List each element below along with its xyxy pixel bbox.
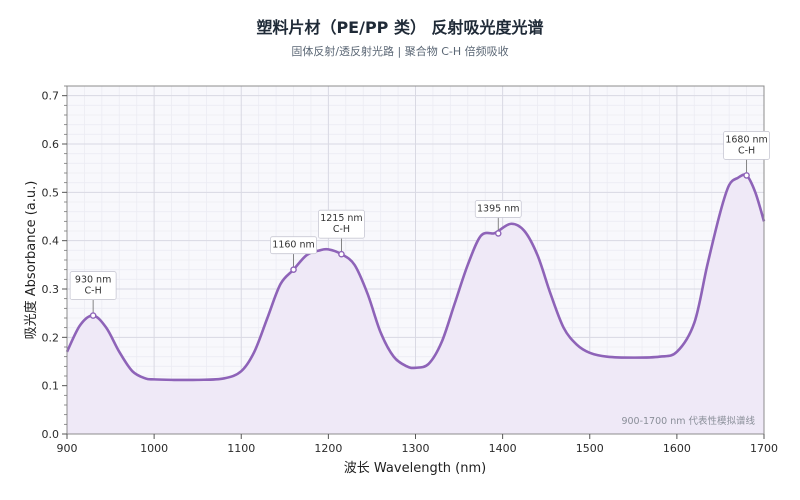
annotation-label: 1395 nm <box>477 203 519 214</box>
y-tick-label: 0.5 <box>42 186 60 199</box>
annotation-label: 930 nm <box>75 275 111 286</box>
x-tick-label: 1100 <box>227 442 255 455</box>
annotation-label: 1215 nm <box>320 213 362 224</box>
x-tick-label: 1400 <box>489 442 517 455</box>
y-tick-label: 0.3 <box>42 283 60 296</box>
y-minor-ticks <box>64 85 67 425</box>
peak-marker <box>338 250 345 258</box>
x-tick-label: 1200 <box>314 442 342 455</box>
y-axis: 0.0 0.1 0.2 0.3 0.4 0.5 0.6 0.7 <box>42 90 67 441</box>
x-tick-label: 1000 <box>140 442 168 455</box>
x-tick-label: 1700 <box>750 442 778 455</box>
y-tick-label: 0.6 <box>42 138 60 151</box>
x-tick-label: 900 <box>57 442 78 455</box>
annotation-box <box>474 200 522 218</box>
x-tick-label: 1500 <box>576 442 604 455</box>
annotation-label: 1680 nm <box>725 134 767 145</box>
x-axis: 900 1000 1100 1200 1300 1400 1500 1600 1700 <box>57 434 778 455</box>
y-tick-label: 0.2 <box>42 331 60 344</box>
peak-marker <box>290 266 297 273</box>
y-tick-label: 0.7 <box>42 90 60 103</box>
annotation-box <box>69 271 117 300</box>
x-tick-label: 1600 <box>663 442 691 455</box>
peak-marker <box>743 172 750 179</box>
chart-subtitle: 固体反射/透反射光路 | 聚合物 C-H 倍频吸收 <box>291 45 509 58</box>
peak-marker <box>494 230 502 237</box>
x-axis-label: 波长 Wavelength (nm) <box>344 461 486 476</box>
annotation-box <box>318 209 365 239</box>
annotation-label: C-H <box>333 224 350 235</box>
annotation-label: C-H <box>85 286 102 297</box>
annotation-box <box>270 236 317 255</box>
peak-marker <box>89 312 97 319</box>
absorbance-area <box>67 174 764 435</box>
annotation-label: 1160 nm <box>272 240 314 251</box>
annotation-label: C-H <box>738 145 755 156</box>
absorbance-line <box>65 173 766 382</box>
y-axis-label: 吸光度 Absorbance (a.u.) <box>23 181 39 340</box>
simulated-note: 900-1700 nm 代表性模拟谱线 <box>621 415 755 427</box>
y-tick-label: 0.0 <box>42 428 60 441</box>
y-tick-label: 0.4 <box>42 235 60 248</box>
annotation-box <box>723 131 770 160</box>
x-tick-label: 1300 <box>402 442 430 455</box>
chart-title: 塑料片材（PE/PP 类） 反射吸光度光谱 <box>256 18 544 37</box>
y-tick-label: 0.1 <box>42 380 60 393</box>
